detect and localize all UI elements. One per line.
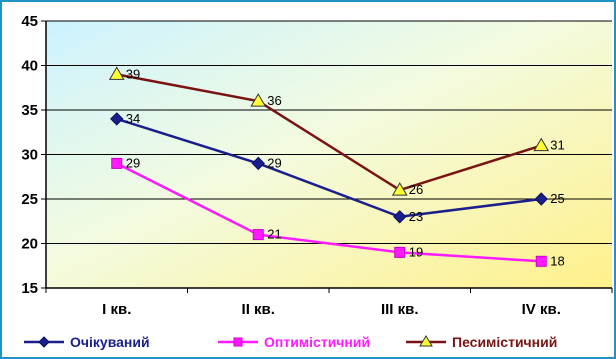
triangle-marker: [108, 66, 125, 80]
diamond-marker: [38, 336, 50, 348]
x-tick-label: I кв.: [102, 301, 131, 318]
legend: Очікуваний Оптимістичний Песимістичний: [24, 334, 557, 350]
triangle-marker: [419, 335, 433, 347]
data-label: 23: [409, 209, 423, 224]
data-label: 19: [409, 244, 423, 259]
triangle-marker: [391, 182, 408, 196]
square-marker: [394, 246, 406, 258]
data-label: 31: [550, 138, 564, 153]
legend-label: Оптимістичний: [264, 334, 370, 350]
square-marker: [111, 157, 123, 169]
triangle-marker: [533, 137, 550, 152]
data-label: 26: [409, 182, 423, 197]
data-label: 39: [126, 66, 140, 81]
x-tick-label: II кв.: [242, 301, 275, 318]
legend-label: Очікуваний: [70, 334, 150, 350]
x-tick-label: III кв.: [381, 301, 419, 318]
diamond-marker: [534, 192, 548, 206]
y-tick-label: 25: [21, 191, 38, 208]
y-tick-label: 45: [21, 13, 38, 30]
data-label: 29: [267, 155, 281, 170]
series-markers: [108, 66, 550, 267]
square-marker: [252, 229, 264, 241]
diamond-marker: [251, 156, 265, 171]
y-tick-label: 30: [21, 147, 38, 164]
diamond-marker: [393, 210, 407, 224]
gridlines: [46, 20, 612, 244]
x-tick-label: IV кв.: [522, 301, 561, 318]
data-labels: 34 29 23 25 29 21 19 18 39 36 26 31: [126, 66, 565, 268]
data-label: 25: [550, 191, 564, 206]
series-lines: [116, 73, 542, 263]
series-line: [116, 73, 542, 192]
data-label: 18: [550, 253, 564, 268]
data-label: 34: [126, 111, 140, 126]
y-tick-label: 40: [21, 58, 38, 75]
y-tick-label: 35: [21, 102, 38, 119]
data-label: 36: [267, 93, 281, 108]
data-label: 21: [267, 227, 281, 242]
data-label: 29: [126, 155, 140, 170]
square-marker: [233, 337, 243, 347]
square-marker: [535, 255, 547, 267]
legend-label: Песимістичний: [452, 334, 557, 350]
y-tick-label: 20: [21, 236, 38, 253]
series-line: [116, 117, 542, 219]
diamond-marker: [110, 112, 124, 126]
triangle-marker: [250, 93, 267, 107]
y-tick-label: 15: [21, 280, 38, 297]
axes: 15 20 25 30 35 40 45 I кв. II кв. III кв. IV кв.: [21, 13, 613, 318]
series-line: [116, 162, 542, 263]
